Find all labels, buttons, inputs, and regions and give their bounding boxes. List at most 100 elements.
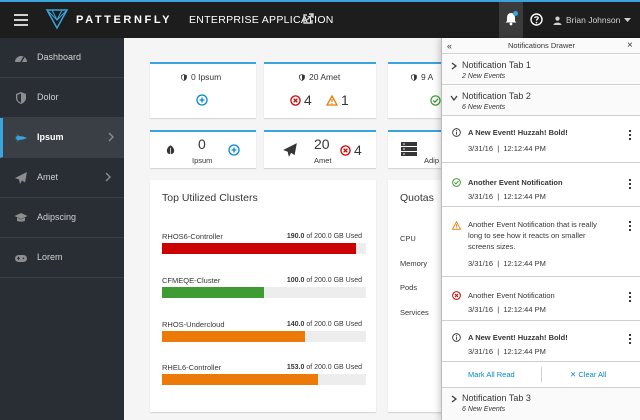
clear-all-button[interactable]: ✕ Clear All: [570, 370, 606, 379]
cluster-total: of 200.0 GB: [306, 233, 344, 240]
cluster-name: RHOS6-Controller: [162, 232, 223, 241]
sidebar-item-label: Amet: [37, 172, 59, 182]
notification-time: 12:12:44 PM: [503, 144, 546, 153]
cluster-used: 140.0: [286, 321, 305, 328]
notification-item[interactable]: A New Event! Huzzah! Bold! 3/31/16 | 12:…: [442, 117, 640, 163]
chevron-right-icon: [451, 62, 457, 70]
notification-time: 12:12:44 PM: [503, 192, 546, 201]
notification-date: 3/31/16: [468, 192, 494, 201]
graduation-cap-icon: [14, 213, 28, 222]
cluster-used-suffix: Used: [345, 233, 362, 240]
notification-message: Another Event Notification that is reall…: [468, 220, 597, 251]
sidebar-item-dashboard[interactable]: Dashboard: [0, 38, 124, 78]
notification-time: 12:12:44 PM: [503, 259, 546, 268]
notification-date: 3/31/16: [468, 259, 494, 268]
sidebar-item-label: Adipscing: [37, 212, 77, 222]
quota-row-services: Services: [400, 308, 429, 317]
notification-item[interactable]: A New Event! Huzzah! Bold! 3/31/16 | 12:…: [442, 321, 640, 362]
notification-time: 12:12:44 PM: [503, 347, 546, 356]
notification-tab-1[interactable]: Notification Tab 1 2 New Events: [442, 55, 640, 85]
cluster-total: of 200.0 GB: [306, 364, 344, 371]
notification-message: A New Event! Huzzah! Bold!: [468, 128, 568, 137]
cluster-total: of 200.0 GB: [306, 277, 344, 284]
user-menu-dropdown[interactable]: Brian Johnson: [553, 13, 632, 27]
sidebar-item-amet[interactable]: Amet: [0, 158, 124, 198]
mini-status-card-amet: 20 Amet 4: [264, 130, 376, 168]
top-utilized-clusters-card: Top Utilized Clusters RHOS6-Controller 1…: [150, 180, 376, 412]
sidebar-item-label: Ipsum: [37, 132, 64, 142]
help-icon[interactable]: [530, 13, 543, 26]
external-link-icon[interactable]: [301, 12, 315, 26]
cluster-used: 100.0: [286, 277, 305, 284]
cluster-name: CFMEQE-Cluster: [162, 276, 221, 285]
aggregate-status-card-ipsum: 0 Ipsum: [150, 62, 256, 118]
notification-message: A New Event! Huzzah! Bold!: [468, 333, 568, 342]
tab-subtitle: 2 New Events: [462, 73, 506, 80]
notification-time: 12:12:44 PM: [503, 305, 546, 314]
success-check-icon: [452, 178, 461, 187]
card-label: Amet: [314, 156, 332, 165]
sidebar-item-label: Dolor: [37, 92, 59, 102]
kebab-menu-icon[interactable]: [628, 130, 632, 142]
sidebar-nav: Dashboard Dolor Ipsum Amet Adipscing: [0, 38, 124, 420]
kebab-menu-icon[interactable]: [628, 179, 632, 191]
expand-drawer-icon[interactable]: «: [447, 41, 453, 51]
space-shuttle-icon: [15, 133, 27, 143]
card-title: 9 A: [421, 72, 434, 82]
user-icon: [553, 16, 562, 25]
notification-date: 3/31/16: [468, 347, 494, 356]
cluster-used: 153.0: [286, 364, 305, 371]
chevron-down-icon: [450, 95, 458, 101]
close-icon: ✕: [570, 370, 577, 379]
actions-divider: [541, 367, 542, 382]
sidebar-item-adipscing[interactable]: Adipscing: [0, 198, 124, 238]
cluster-total: of 200.0 GB: [306, 321, 344, 328]
notification-item[interactable]: Another Event Notification 3/31/16 | 12:…: [442, 277, 640, 321]
unread-indicator: [513, 11, 518, 16]
sidebar-item-ipsum[interactable]: Ipsum: [0, 118, 124, 158]
notification-date: 3/31/16: [468, 144, 494, 153]
add-circle-icon[interactable]: [196, 94, 208, 106]
add-circle-icon[interactable]: [228, 144, 240, 156]
error-count: 4: [304, 92, 312, 108]
tab-name: Notification Tab 2: [462, 91, 531, 101]
info-icon: [452, 333, 461, 342]
kebab-menu-icon[interactable]: [628, 334, 632, 346]
sidebar-item-dolor[interactable]: Dolor: [0, 78, 124, 118]
shield-icon: [411, 73, 417, 81]
notifications-toggle-button[interactable]: [499, 2, 523, 38]
utilization-bar: [162, 331, 366, 342]
notification-item[interactable]: Another Event Notification 3/31/16 | 12:…: [442, 163, 640, 207]
utilization-bar-fill: [162, 243, 356, 254]
mark-all-read-button[interactable]: Mark All Read: [468, 370, 515, 379]
kebab-menu-icon[interactable]: [628, 221, 632, 233]
sidebar-item-lorem[interactable]: Lorem: [0, 238, 124, 278]
kebab-menu-icon[interactable]: [628, 292, 632, 304]
card-value: 0: [198, 136, 206, 152]
hamburger-menu-button[interactable]: [14, 14, 28, 26]
notifications-drawer: « Notifications Drawer × Notification Ta…: [441, 38, 640, 420]
tab-name: Notification Tab 1: [462, 60, 531, 70]
gamepad-icon: [15, 255, 27, 262]
notification-message: Another Event Notification: [468, 291, 555, 300]
utilization-bar: [162, 374, 366, 385]
close-drawer-icon[interactable]: ×: [627, 40, 633, 51]
quotas-title: Quotas: [400, 192, 434, 204]
cluster-name: RHOS-Undercloud: [162, 320, 225, 329]
dashboard-icon: [15, 56, 27, 63]
warning-triangle-icon: [452, 221, 461, 230]
paper-plane-icon: [15, 172, 27, 184]
warning-count: 1: [341, 92, 349, 108]
warning-triangle-icon: [326, 95, 338, 106]
clear-all-label: Clear All: [578, 370, 607, 379]
notification-tab-2[interactable]: Notification Tab 2 6 New Events: [442, 86, 640, 116]
chevron-right-icon: [451, 395, 457, 403]
notification-item[interactable]: Another Event Notification that is reall…: [442, 207, 640, 277]
success-circle-icon: [430, 95, 441, 106]
utilization-bar-fill: [162, 331, 305, 342]
shield-icon: [181, 73, 187, 81]
caret-down-icon: [624, 17, 632, 22]
tab-subtitle: 6 New Events: [462, 104, 506, 111]
utilization-bar-fill: [162, 287, 264, 298]
notification-tab-3[interactable]: Notification Tab 3 6 New Events: [442, 388, 640, 420]
